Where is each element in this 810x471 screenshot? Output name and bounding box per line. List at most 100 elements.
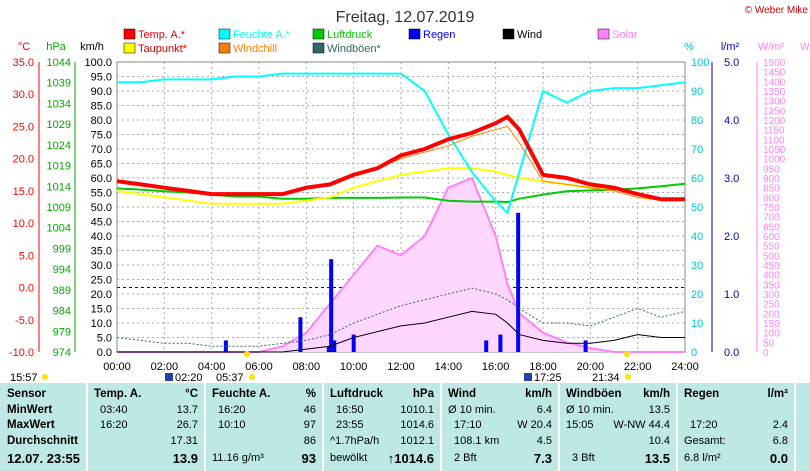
hum-head: Feuchte A. — [212, 388, 271, 400]
gust-current: 13.5 — [644, 451, 670, 466]
legend-item: Windchill — [218, 42, 277, 55]
label-max: MaxWert — [7, 419, 55, 431]
solar-tick: 850 — [763, 184, 780, 195]
legend-item: Taupunkt* — [123, 42, 188, 55]
time-tick: 06:00 — [245, 361, 273, 373]
legend-label: Wind — [517, 29, 542, 41]
humidity-tick: 10 — [691, 318, 703, 330]
solar-tick: 200 — [763, 309, 780, 320]
legend-label: Windchill — [233, 43, 277, 55]
rain-total-units: 6.8 l/m² — [684, 452, 721, 464]
wind-tick: 0.0 — [97, 347, 112, 359]
legend-label: Temp. A.* — [138, 29, 186, 41]
humidity-tick: 30 — [691, 260, 703, 272]
press-min: 1010.1 — [400, 404, 434, 416]
solar-tick: 150 — [763, 319, 780, 330]
humidity-tick: 90 — [691, 86, 703, 98]
legend-swatch — [502, 28, 515, 40]
press-trend: ^1.7hPa/h — [330, 435, 380, 447]
legend-label: Luftdruck — [327, 29, 373, 41]
rain-bar — [332, 340, 337, 352]
temp-tick: 20.0 — [13, 154, 34, 166]
chart-title: Freitag, 12.07.2019 — [336, 9, 475, 26]
legend-label: Windböen* — [327, 43, 382, 55]
pressure-tick: 1039 — [47, 78, 71, 90]
legend-swatch — [597, 28, 610, 40]
legend: Temp. A.* Feuchte A.* Luftdruck Regen Wind So… — [123, 28, 638, 55]
legend-label: Taupunkt* — [138, 43, 188, 55]
wind-tick: 25.0 — [91, 275, 112, 287]
solar-tick: 1250 — [763, 106, 786, 117]
pressure-tick: 994 — [53, 264, 71, 276]
wind-avg10: 6.4 — [536, 404, 552, 416]
wind-tick: 70.0 — [91, 144, 112, 156]
sunrise-tick-icon — [244, 351, 250, 357]
humidity-line — [117, 72, 686, 215]
wind-tick: 75.0 — [91, 130, 112, 142]
humidity-tick: 100 — [691, 57, 709, 69]
pressure-tick: 999 — [53, 243, 71, 255]
wind-current: 7.3 — [533, 451, 552, 466]
legend-swatch — [218, 42, 231, 54]
gust-avg10: 13.5 — [648, 404, 670, 416]
sunrise-label: 05:37 — [216, 372, 244, 383]
copyright: © Weber Mike — [745, 5, 809, 16]
solar-tick: 1350 — [763, 87, 786, 98]
sunset-label: 21:34 — [592, 372, 620, 383]
press-current: ↑1014.6 — [387, 451, 434, 466]
rain-tick: 5.0 — [724, 57, 739, 69]
wind-tick: 95.0 — [91, 72, 112, 84]
solar-tick: 1400 — [763, 77, 786, 88]
rain-bar — [326, 346, 331, 352]
wind-tick: 40.0 — [91, 231, 112, 243]
pressure-tick: 1029 — [47, 119, 71, 131]
time-axis: 00:00 02:00 04:00 06:00 08:00 10:00 12:00 14:00… — [103, 361, 699, 373]
solar-tick: 1200 — [763, 116, 786, 127]
press-avg: 1012.1 — [400, 435, 434, 447]
temp-max: 26.7 — [176, 419, 198, 431]
moonset-label: 17:25 — [534, 372, 562, 383]
wind-tick: 50.0 — [91, 202, 112, 214]
legend-label: Feuchte A.* — [233, 29, 291, 41]
legend-label: Regen — [423, 29, 455, 41]
wind-max-time: 17:10 — [454, 419, 482, 431]
temp-tick: 0.0 — [19, 283, 34, 295]
wind-bft: 2 Bft — [454, 452, 477, 464]
gust-avg: 10.4 — [648, 435, 670, 447]
sun-moon-markers: 15:57 02:20 05:37 17:25 21:34 — [10, 351, 631, 383]
solar-tick: 600 — [763, 232, 780, 243]
rain-unit: l/m² — [767, 388, 788, 400]
sunset-tick-icon — [624, 351, 630, 357]
legend-swatch — [408, 28, 421, 40]
wind-unit: km/h — [525, 388, 552, 400]
pressure-tick: 1014 — [47, 181, 71, 193]
solar-tick: 700 — [763, 213, 780, 224]
legend-item: Regen — [408, 28, 455, 41]
wind-tick: 5.0 — [97, 333, 112, 345]
time-tick: 02:00 — [151, 361, 179, 373]
gust-head: Windböen — [566, 388, 622, 400]
wind-unit-label: km/h — [80, 41, 104, 53]
solar-tick: 650 — [763, 222, 780, 233]
solar-unit-label: W/m² — [758, 41, 785, 53]
legend-label: Solar — [612, 29, 638, 41]
gust-bft: 3 Bft — [572, 452, 595, 464]
rain-current: 0.0 — [769, 451, 788, 466]
press-head: Luftdruck — [330, 388, 384, 400]
rain-total-label: Gesamt: — [684, 435, 726, 447]
humidity-tick: 80 — [691, 115, 703, 127]
wind-avg10-label: Ø 10 min. — [448, 404, 496, 416]
temp-tick: 30.0 — [13, 89, 34, 101]
line-series — [116, 72, 686, 353]
temp-tick: 35.0 — [13, 57, 34, 69]
humidity-tick: 60 — [691, 173, 703, 185]
rain-bar — [329, 259, 334, 352]
temp-unit: °C — [185, 388, 198, 400]
time-tick: 00:00 — [103, 361, 131, 373]
rain-bar — [351, 334, 356, 352]
pressure-tick: 1019 — [47, 161, 71, 173]
wind-max: W 20.4 — [517, 419, 552, 431]
time-tick: 22:00 — [624, 361, 652, 373]
time-tick: 08:00 — [293, 361, 321, 373]
moonrise-icon — [165, 373, 173, 381]
